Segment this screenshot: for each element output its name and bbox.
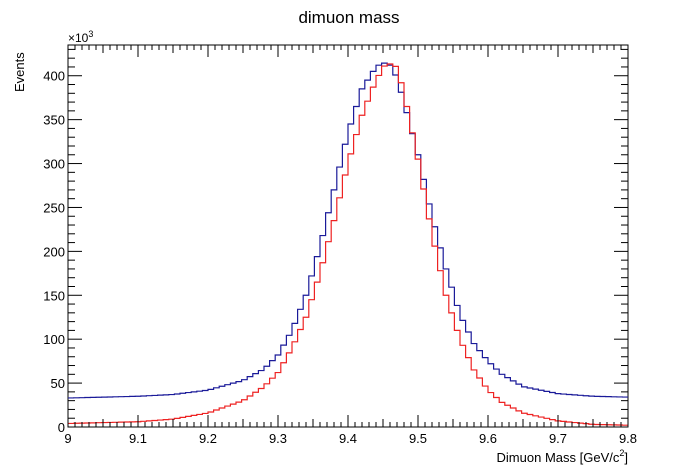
chart-title: dimuon mass bbox=[298, 8, 399, 27]
x-tick-label: 9 bbox=[64, 431, 71, 446]
y-tick-label: 0 bbox=[58, 420, 65, 435]
series-1-line bbox=[68, 62, 628, 399]
x-tick-label: 9.6 bbox=[479, 431, 497, 446]
series-layer bbox=[68, 62, 628, 426]
x-tick-label: 9.1 bbox=[129, 431, 147, 446]
x-axis-title-main: Dimuon Mass [GeV/c bbox=[497, 450, 620, 465]
y-tick-label: 150 bbox=[43, 288, 65, 303]
x-tick-label: 9.4 bbox=[339, 431, 357, 446]
x-axis-title: Dimuon Mass [GeV/c2] bbox=[497, 448, 628, 465]
x-axis-title-close: ] bbox=[624, 450, 628, 465]
y-tick-label: 100 bbox=[43, 332, 65, 347]
y-tick-label: 400 bbox=[43, 69, 65, 84]
y-tick-label: 200 bbox=[43, 244, 65, 259]
x-tick-label: 9.3 bbox=[269, 431, 287, 446]
x-axis-title-sup: 2 bbox=[619, 448, 624, 458]
labels-layer: 9 9.1 9.2 9.3 9.4 9.5 9.6 9.7 9.8 0 50 100 150 200 250… bbox=[43, 69, 637, 446]
x-tick-label: 9.8 bbox=[619, 431, 637, 446]
y-tick-label: 300 bbox=[43, 157, 65, 172]
y-tick-label: 250 bbox=[43, 200, 65, 215]
x-tick-label: 9.5 bbox=[409, 431, 427, 446]
series-2-line bbox=[68, 63, 628, 426]
y-axis-title: Events bbox=[12, 52, 27, 92]
x-tick-label: 9.2 bbox=[199, 431, 217, 446]
x-tick-label: 9.7 bbox=[549, 431, 567, 446]
y-tick-label: 50 bbox=[51, 376, 65, 391]
plot-frame bbox=[67, 44, 629, 428]
y-multiplier-base: ×10 bbox=[68, 31, 89, 45]
ticks-layer bbox=[67, 45, 629, 428]
y-multiplier: ×103 bbox=[68, 29, 93, 45]
y-multiplier-exponent: 3 bbox=[88, 29, 93, 39]
y-tick-label: 350 bbox=[43, 113, 65, 128]
